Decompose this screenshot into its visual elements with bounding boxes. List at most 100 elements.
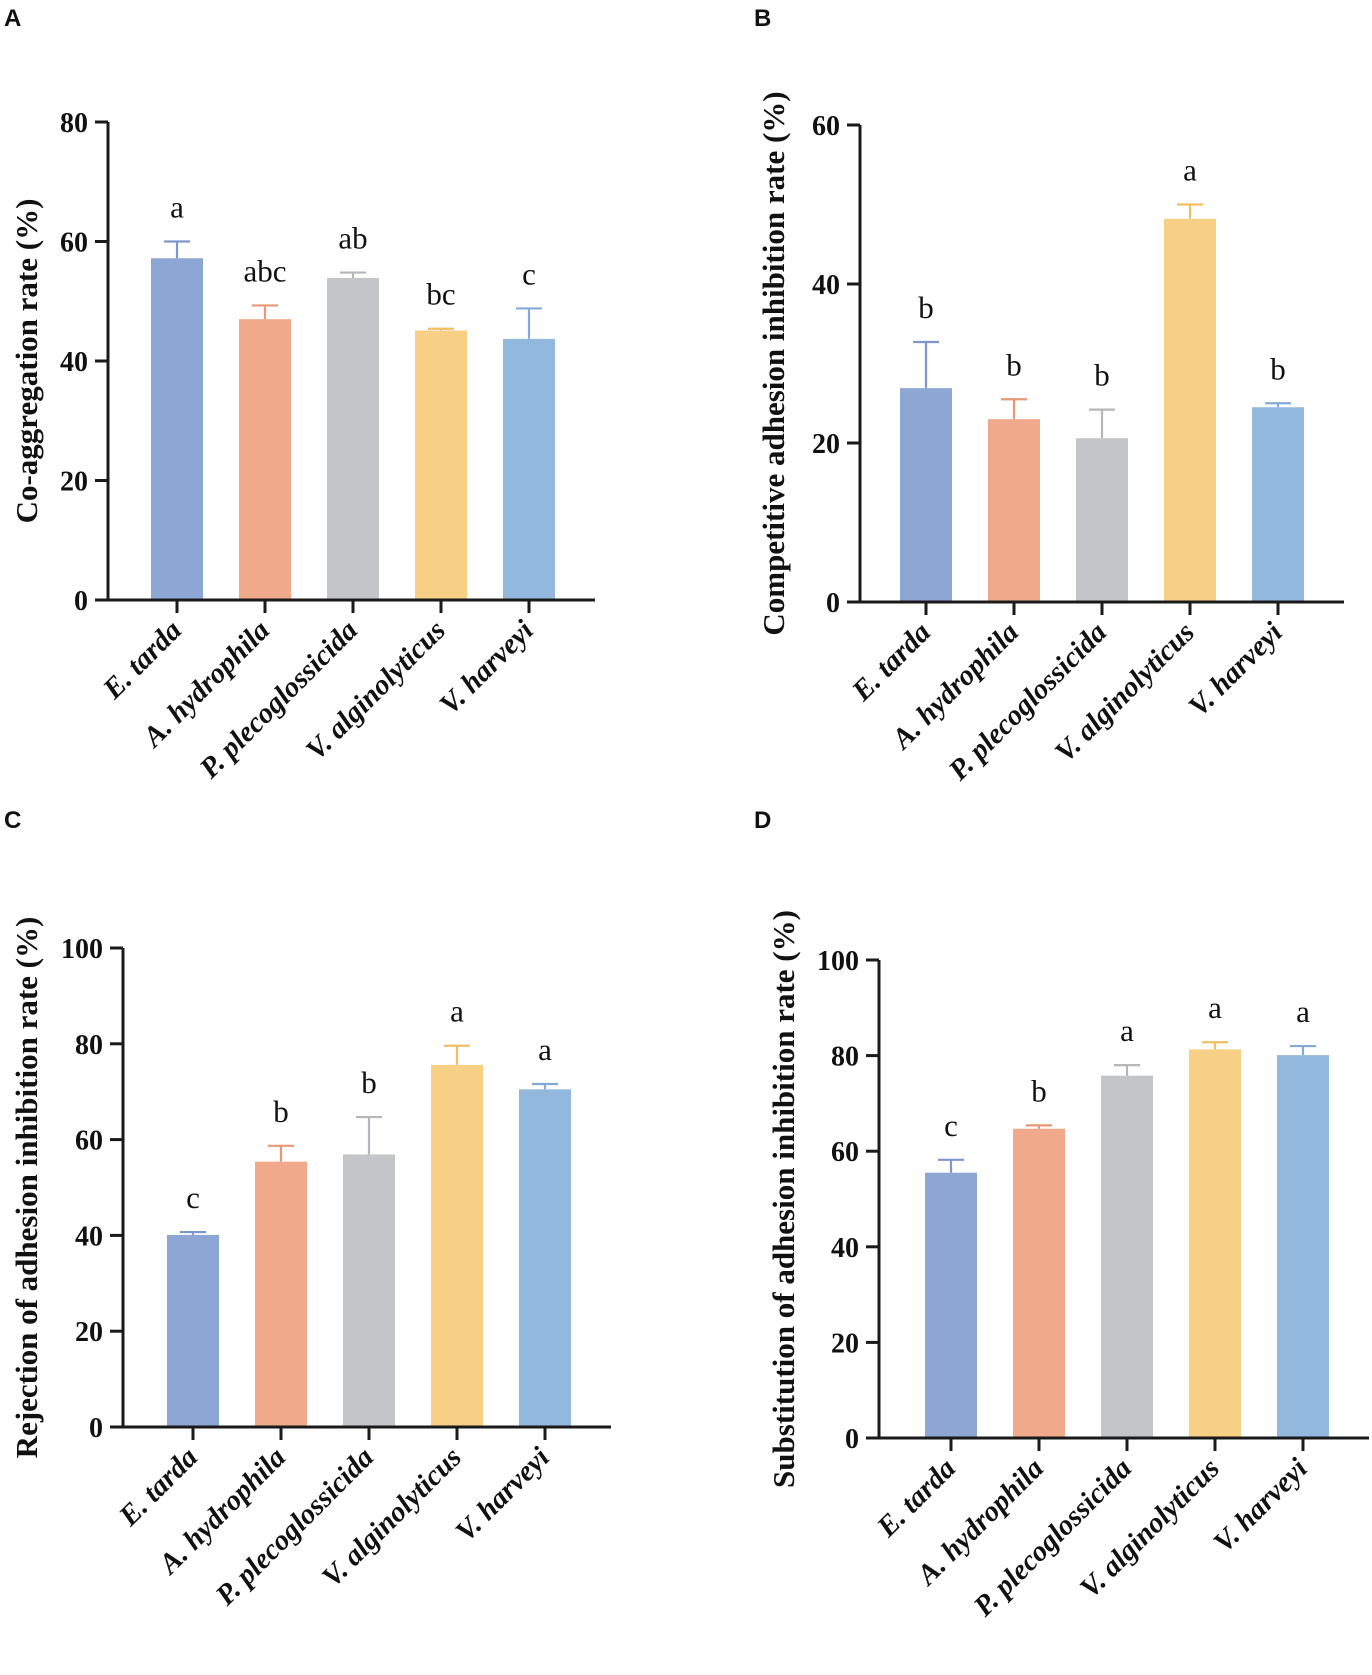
error-bar	[340, 271, 366, 278]
significance-label: b	[273, 1094, 289, 1129]
bar	[327, 277, 379, 600]
error-bar	[1114, 1064, 1140, 1076]
x-category-label: P. plecoglossicida	[942, 616, 1113, 787]
bar	[519, 1089, 571, 1427]
error-bar	[516, 307, 542, 339]
y-tick-label: 80	[75, 1030, 103, 1061]
y-tick-label: 0	[74, 586, 88, 617]
y-tick-label: 100	[61, 934, 103, 965]
panel-letter: C	[4, 807, 21, 834]
y-tick-label: 80	[831, 1042, 859, 1073]
panel-letter: B	[754, 5, 771, 32]
y-tick-label: 60	[75, 1126, 103, 1157]
significance-label: b	[1006, 347, 1022, 382]
significance-label: a	[1120, 1013, 1134, 1048]
y-tick-label: 0	[89, 1413, 103, 1444]
error-bar	[164, 240, 190, 259]
error-bar	[1177, 203, 1203, 219]
significance-label: b	[1094, 358, 1110, 393]
y-axis-title: Rejection of adhesion inhibition rate (%…	[9, 917, 44, 1459]
bar	[1013, 1128, 1065, 1438]
y-tick-label: 60	[812, 111, 840, 142]
y-tick-label: 40	[831, 1233, 859, 1264]
error-bar	[1089, 408, 1115, 439]
error-bar	[252, 304, 278, 320]
error-bar	[913, 340, 939, 389]
error-bar	[1026, 1124, 1052, 1129]
x-category-label: V. harveyi	[449, 1441, 556, 1548]
x-category-label: P. plecoglossicida	[209, 1441, 380, 1612]
error-bar	[938, 1158, 964, 1173]
bar	[988, 419, 1040, 602]
error-bar	[180, 1230, 206, 1235]
panel-letter: D	[754, 807, 771, 834]
significance-label: ab	[338, 221, 367, 256]
y-tick-label: 0	[845, 1424, 859, 1455]
significance-label: a	[1296, 994, 1310, 1029]
bar	[239, 319, 291, 600]
significance-label: a	[538, 1032, 552, 1067]
error-bar	[532, 1082, 558, 1090]
y-tick-label: 20	[812, 429, 840, 460]
bar	[151, 258, 203, 600]
significance-label: a	[450, 994, 464, 1029]
error-bar	[1202, 1041, 1228, 1050]
error-bar	[1001, 398, 1027, 420]
x-category-label: P. plecoglossicida	[193, 614, 364, 785]
bar	[343, 1154, 395, 1427]
y-tick-label: 40	[60, 347, 88, 378]
y-axis-title: Substitution of adhesion inhibition rate…	[766, 910, 801, 1488]
significance-label: b	[1031, 1073, 1047, 1108]
bar	[1076, 438, 1128, 602]
y-tick-label: 20	[831, 1328, 859, 1359]
significance-label: a	[170, 190, 184, 225]
x-category-label: P. plecoglossicida	[967, 1452, 1138, 1623]
bar	[415, 330, 467, 600]
significance-label: c	[944, 1108, 958, 1143]
y-tick-label: 100	[817, 946, 859, 977]
y-axis-title: Co-aggregation rate (%)	[9, 199, 44, 524]
y-tick-label: 80	[60, 108, 88, 139]
significance-label: c	[522, 256, 536, 291]
bar	[1164, 218, 1216, 602]
bar	[1189, 1049, 1241, 1438]
y-tick-label: 0	[826, 588, 840, 619]
error-bar	[268, 1144, 294, 1162]
bar	[900, 388, 952, 602]
significance-label: a	[1183, 153, 1197, 188]
y-tick-label: 40	[75, 1221, 103, 1252]
significance-label: c	[186, 1180, 200, 1215]
bar	[167, 1234, 219, 1427]
significance-label: bc	[426, 277, 455, 312]
error-bar	[1265, 402, 1291, 408]
significance-label: abc	[243, 253, 286, 288]
y-tick-label: 40	[812, 270, 840, 301]
bar	[1277, 1055, 1329, 1438]
y-tick-label: 20	[75, 1317, 103, 1348]
y-axis-title: Competitive adhesion inhibition rate (%)	[756, 91, 791, 635]
bar	[1101, 1075, 1153, 1438]
bar	[503, 338, 555, 600]
significance-label: a	[1208, 990, 1222, 1025]
x-category-label: V. harveyi	[1207, 1452, 1314, 1559]
x-category-label: V. harveyi	[433, 614, 540, 721]
bar	[925, 1172, 977, 1438]
error-bar	[356, 1115, 382, 1155]
y-tick-label: 20	[60, 467, 88, 498]
bar	[1252, 407, 1304, 602]
x-category-label: V. harveyi	[1182, 616, 1289, 723]
error-bar	[1290, 1044, 1316, 1056]
y-tick-label: 60	[60, 228, 88, 259]
significance-label: b	[1270, 351, 1286, 386]
error-bar	[444, 1044, 470, 1065]
bar	[431, 1064, 483, 1427]
panel-letter: A	[4, 5, 21, 32]
significance-label: b	[361, 1065, 377, 1100]
significance-label: b	[918, 290, 934, 325]
y-tick-label: 60	[831, 1137, 859, 1168]
